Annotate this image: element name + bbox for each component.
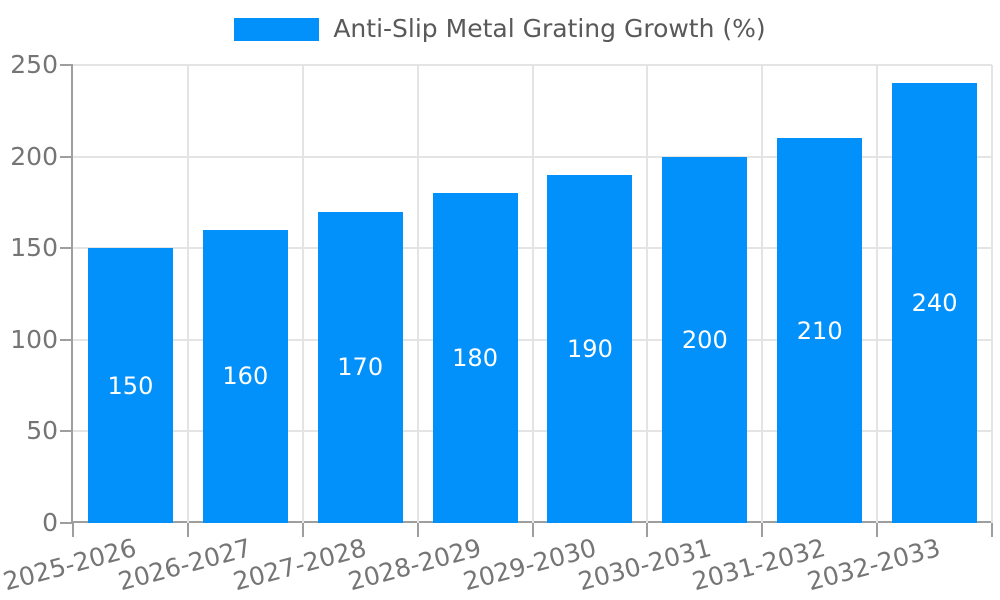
x-gridline [416, 65, 419, 523]
x-category-label: 2031-2032 [689, 533, 829, 597]
x-axis-tick [991, 523, 993, 537]
bar-value-label: 180 [452, 344, 498, 373]
x-category-label: 2030-2031 [574, 533, 714, 597]
x-category-label: 2032-2033 [804, 533, 944, 597]
x-axis-tick [876, 523, 879, 537]
x-axis-tick [186, 523, 189, 537]
y-tick-label: 250 [10, 50, 58, 79]
bar[interactable]: 190 [547, 174, 633, 523]
bar-value-label: 240 [911, 289, 958, 318]
y-tick-label: 50 [26, 416, 58, 446]
x-gridline [186, 65, 189, 523]
x-axis-tick [301, 523, 304, 537]
y-tick-label: 100 [10, 324, 58, 354]
x-axis-tick [646, 523, 649, 537]
x-gridline [531, 65, 534, 523]
chart-legend[interactable]: Anti-Slip Metal Grating Growth (%) [0, 15, 1000, 43]
x-axis-tick [761, 523, 764, 537]
bar-value-label: 170 [337, 353, 384, 382]
bar-value-label: 160 [222, 362, 269, 391]
y-axis-tick [60, 64, 73, 66]
y-axis-tick [60, 522, 73, 524]
y-axis-tick [60, 155, 73, 158]
x-gridline [646, 65, 649, 523]
bar[interactable]: 240 [892, 83, 978, 523]
bar[interactable]: 180 [432, 193, 518, 523]
x-category-label: 2027-2028 [230, 533, 370, 597]
legend-label: Anti-Slip Metal Grating Growth (%) [333, 14, 766, 43]
bar-value-label: 190 [567, 334, 613, 363]
y-axis-tick [60, 430, 73, 433]
bar[interactable]: 170 [317, 211, 403, 523]
x-category-label: 2025-2026 [0, 533, 140, 597]
bar[interactable]: 200 [662, 156, 748, 523]
legend-swatch [234, 17, 320, 41]
bar[interactable]: 150 [87, 248, 173, 523]
y-tick-label: 150 [10, 233, 58, 263]
y-gridline [73, 64, 992, 66]
x-gridline [876, 65, 879, 523]
x-category-label: 2026-2027 [115, 533, 255, 597]
bar-value-label: 150 [107, 371, 154, 400]
y-axis-line [71, 65, 73, 523]
x-gridline [991, 65, 993, 523]
x-axis-tick [416, 523, 419, 537]
bar-value-label: 210 [796, 316, 843, 345]
x-category-label: 2029-2030 [459, 533, 599, 597]
plot-area: 150 160 170 180 190 200 210 240 [73, 64, 993, 523]
y-axis-tick [60, 247, 73, 250]
y-axis-tick [60, 338, 73, 341]
x-category-label: 2028-2029 [344, 533, 485, 597]
bar[interactable]: 210 [777, 138, 863, 523]
y-tick-label: 0 [42, 508, 58, 537]
bar-value-label: 200 [681, 325, 728, 354]
x-gridline [761, 65, 764, 523]
x-axis-tick [72, 523, 74, 537]
x-gridline [301, 65, 304, 523]
bar[interactable]: 160 [202, 229, 288, 523]
x-axis-tick [531, 523, 534, 537]
y-tick-label: 200 [10, 141, 58, 171]
